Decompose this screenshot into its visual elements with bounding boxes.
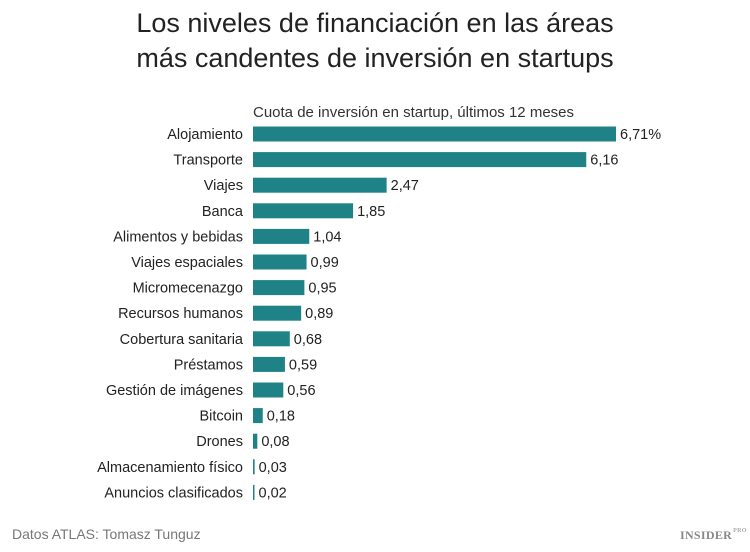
category-label: Micromecenazgo bbox=[133, 281, 243, 297]
category-label: Cobertura sanitaria bbox=[120, 332, 244, 348]
bar bbox=[253, 177, 387, 193]
data-label: 0,68 bbox=[294, 332, 322, 348]
logo-sub: PRO bbox=[733, 528, 747, 534]
chart-title: Los niveles de financiación en las áreas… bbox=[0, 6, 750, 76]
bar bbox=[253, 280, 305, 296]
bar bbox=[253, 305, 302, 321]
data-label: 1,04 bbox=[313, 229, 341, 245]
bar bbox=[253, 126, 617, 142]
category-label: Viajes bbox=[204, 178, 243, 194]
bar bbox=[253, 433, 258, 449]
bar bbox=[253, 484, 255, 500]
data-label: 0,02 bbox=[259, 485, 287, 501]
category-label: Bitcoin bbox=[199, 409, 243, 425]
category-label: Alimentos y bebidas bbox=[113, 229, 243, 245]
data-label: 0,03 bbox=[259, 460, 287, 476]
data-label: 0,59 bbox=[289, 357, 317, 373]
bar bbox=[253, 459, 255, 475]
category-label: Transporte bbox=[173, 153, 243, 169]
bar bbox=[253, 203, 354, 219]
data-label: 6,71% bbox=[620, 127, 661, 143]
bar bbox=[253, 331, 290, 347]
category-label: Drones bbox=[196, 434, 243, 450]
data-label: 0,18 bbox=[267, 409, 295, 425]
data-label: 2,47 bbox=[391, 178, 419, 194]
bar bbox=[253, 228, 310, 244]
title-line-2: más candentes de inversión en startups bbox=[136, 43, 614, 73]
category-label: Banca bbox=[202, 204, 244, 220]
data-label: 0,08 bbox=[261, 434, 289, 450]
bar bbox=[253, 382, 284, 398]
title-line-1: Los niveles de financiación en las áreas bbox=[136, 8, 614, 38]
data-label: 1,85 bbox=[357, 204, 385, 220]
bar bbox=[253, 408, 263, 424]
category-label: Recursos humanos bbox=[118, 306, 243, 322]
data-label: 0,56 bbox=[287, 383, 315, 399]
chart-subtitle: Cuota de inversión en startup, últimos 1… bbox=[253, 104, 574, 121]
bar bbox=[253, 152, 587, 168]
category-label: Alojamiento bbox=[167, 127, 243, 143]
insider-pro-logo: INSIDERPRO bbox=[680, 528, 747, 543]
data-label: 0,99 bbox=[311, 255, 339, 271]
category-label: Gestión de imágenes bbox=[106, 383, 243, 399]
data-label: 0,95 bbox=[308, 281, 336, 297]
category-label: Viajes espaciales bbox=[131, 255, 243, 271]
category-label: Almacenamiento físico bbox=[97, 460, 243, 476]
data-label: 0,89 bbox=[305, 306, 333, 322]
category-label: Anuncios clasificados bbox=[104, 485, 243, 501]
category-label: Préstamos bbox=[174, 357, 243, 373]
data-label: 6,16 bbox=[590, 153, 618, 169]
logo-main: INSIDER bbox=[680, 528, 733, 542]
bar bbox=[253, 356, 285, 372]
source-note: Datos ATLAS: Tomasz Tunguz bbox=[12, 526, 201, 542]
bar bbox=[253, 254, 307, 270]
